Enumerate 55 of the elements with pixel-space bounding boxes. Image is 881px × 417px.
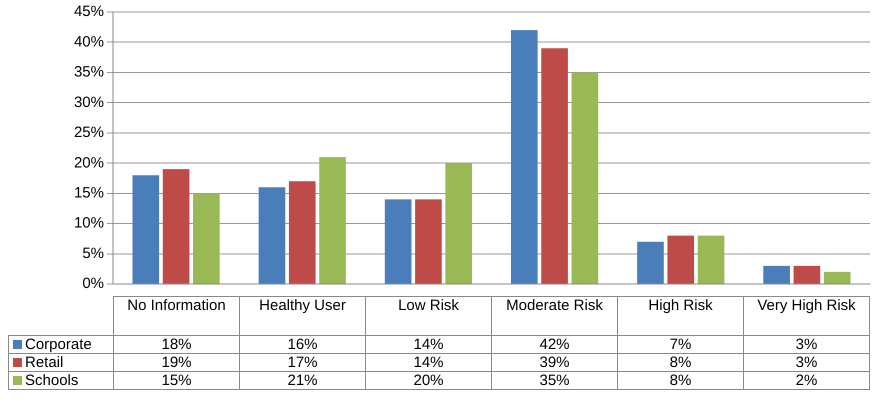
data-label: 39% bbox=[492, 354, 618, 372]
data-label: 35% bbox=[492, 372, 618, 390]
bar bbox=[193, 193, 220, 284]
data-label: 19% bbox=[114, 354, 240, 372]
y-tick-label: 10% bbox=[74, 214, 104, 232]
y-tick-label: 40% bbox=[74, 33, 104, 50]
bar bbox=[667, 236, 694, 284]
bar bbox=[415, 199, 442, 284]
data-label: 18% bbox=[114, 336, 240, 354]
x-tick-label: No Information bbox=[114, 296, 240, 336]
bar bbox=[445, 163, 472, 284]
data-label: 42% bbox=[492, 336, 618, 354]
y-tick-label: 5% bbox=[82, 244, 104, 262]
data-label: 17% bbox=[240, 354, 366, 372]
data-label: 14% bbox=[366, 336, 492, 354]
y-tick-label: 25% bbox=[74, 124, 104, 142]
legend-label: Corporate bbox=[8, 336, 114, 354]
y-tick-label: 15% bbox=[74, 184, 104, 202]
data-label: 3% bbox=[744, 354, 870, 372]
x-tick-label: Healthy User bbox=[240, 296, 366, 336]
data-label: 14% bbox=[366, 354, 492, 372]
data-label: 21% bbox=[240, 372, 366, 390]
bar bbox=[319, 157, 346, 284]
bar bbox=[572, 72, 598, 284]
bar bbox=[763, 266, 790, 284]
data-label: 15% bbox=[114, 372, 240, 390]
data-label: 8% bbox=[618, 372, 744, 390]
x-tick-label: High Risk bbox=[618, 296, 744, 336]
bar bbox=[698, 236, 724, 284]
bar bbox=[637, 242, 664, 284]
data-label: 8% bbox=[618, 354, 744, 372]
bar bbox=[824, 272, 851, 284]
bar bbox=[384, 199, 412, 284]
x-tick-label: Low Risk bbox=[366, 296, 492, 336]
bar bbox=[794, 266, 820, 284]
x-tick-label: Very High Risk bbox=[744, 296, 870, 336]
legend-label: Schools bbox=[8, 372, 114, 390]
y-tick-label: 20% bbox=[74, 154, 104, 172]
data-label: 20% bbox=[366, 372, 492, 390]
bar bbox=[258, 187, 286, 284]
data-label: 2% bbox=[744, 372, 870, 390]
bar bbox=[288, 181, 316, 284]
bar bbox=[132, 175, 160, 284]
data-label: 7% bbox=[618, 336, 744, 354]
bar bbox=[510, 30, 538, 284]
x-tick-label: Moderate Risk bbox=[492, 296, 618, 336]
y-tick-label: 30% bbox=[74, 94, 104, 111]
y-tick-label: 0% bbox=[82, 275, 104, 292]
legend-label: Retail bbox=[8, 354, 114, 372]
y-tick-label: 35% bbox=[74, 64, 104, 81]
y-tick-label: 45% bbox=[74, 3, 104, 20]
data-label: 3% bbox=[744, 336, 870, 354]
bar bbox=[541, 48, 568, 284]
data-label: 16% bbox=[240, 336, 366, 354]
bar bbox=[162, 169, 190, 284]
